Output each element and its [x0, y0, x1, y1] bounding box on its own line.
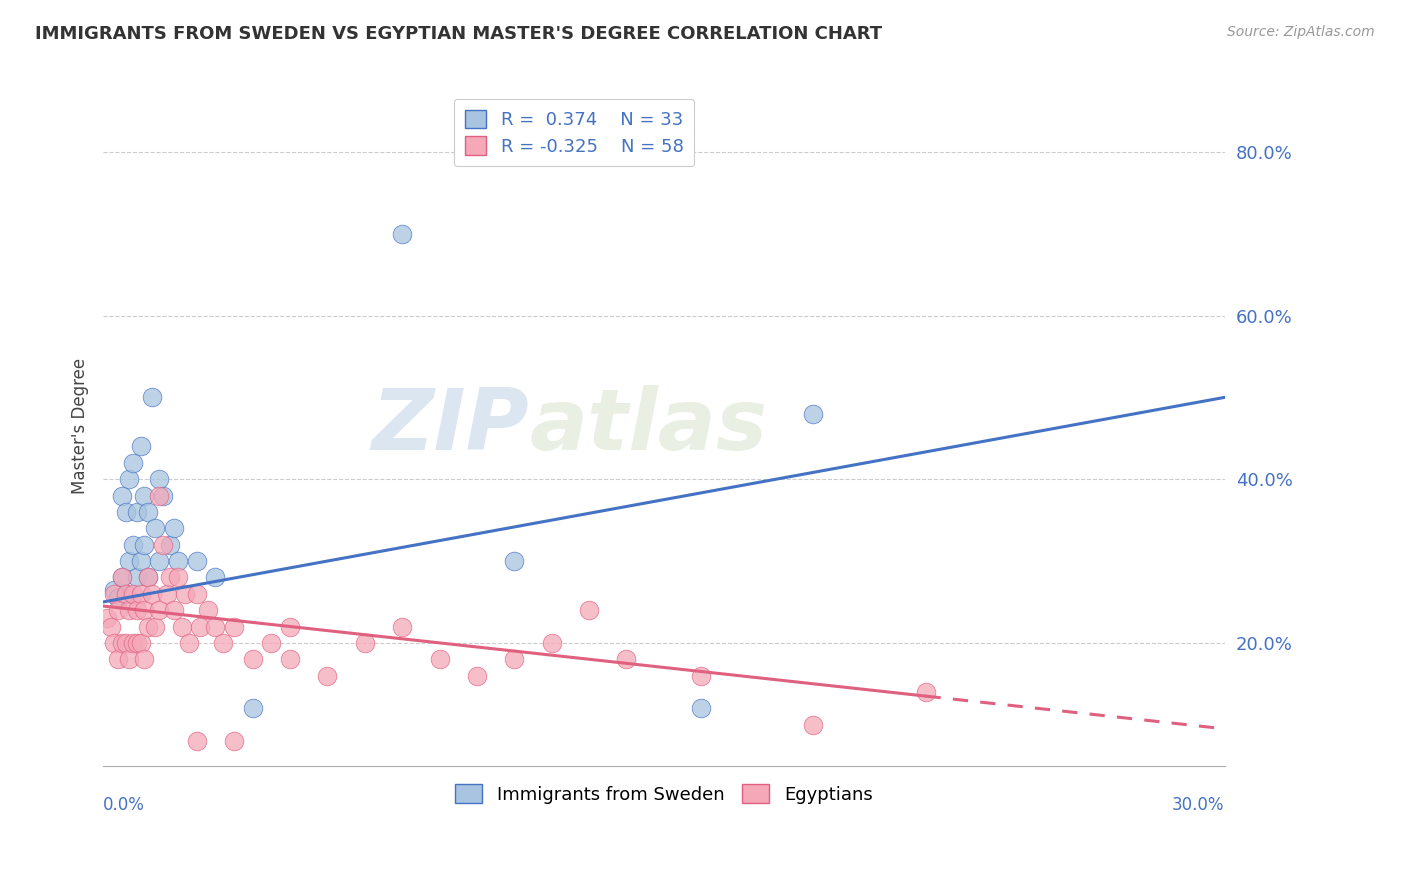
Point [914, 685, 936, 699]
Point [186, 734, 208, 748]
Point [222, 734, 245, 748]
Point [141, 390, 163, 404]
Point [391, 227, 413, 241]
Point [122, 587, 145, 601]
Point [163, 603, 186, 617]
Point [391, 619, 413, 633]
Point [465, 668, 488, 682]
Y-axis label: Master's Degree: Master's Degree [72, 358, 89, 494]
Point [167, 554, 190, 568]
Point [111, 570, 134, 584]
Point [690, 668, 713, 682]
Point [107, 603, 129, 617]
Point [156, 587, 179, 601]
Point [260, 636, 283, 650]
Point [148, 489, 170, 503]
Point [136, 570, 159, 584]
Point [197, 603, 219, 617]
Point [136, 570, 159, 584]
Point [96, 611, 118, 625]
Point [616, 652, 638, 666]
Point [136, 505, 159, 519]
Point [134, 603, 156, 617]
Point [316, 668, 339, 682]
Point [125, 636, 148, 650]
Point [134, 489, 156, 503]
Point [145, 521, 167, 535]
Point [186, 554, 208, 568]
Text: 0.0%: 0.0% [103, 797, 145, 814]
Point [148, 554, 170, 568]
Point [148, 603, 170, 617]
Point [118, 652, 141, 666]
Point [242, 701, 264, 715]
Text: IMMIGRANTS FROM SWEDEN VS EGYPTIAN MASTER'S DEGREE CORRELATION CHART: IMMIGRANTS FROM SWEDEN VS EGYPTIAN MASTE… [35, 25, 883, 43]
Point [690, 701, 713, 715]
Point [111, 570, 134, 584]
Point [125, 603, 148, 617]
Point [803, 717, 825, 731]
Point [167, 570, 190, 584]
Point [163, 521, 186, 535]
Point [159, 570, 181, 584]
Point [122, 636, 145, 650]
Point [122, 538, 145, 552]
Point [278, 619, 301, 633]
Point [103, 636, 125, 650]
Point [578, 603, 600, 617]
Point [222, 619, 245, 633]
Legend: Immigrants from Sweden, Egyptians: Immigrants from Sweden, Egyptians [449, 777, 880, 811]
Point [129, 554, 152, 568]
Point [111, 489, 134, 503]
Point [179, 636, 201, 650]
Point [114, 505, 136, 519]
Point [145, 619, 167, 633]
Point [114, 587, 136, 601]
Point [152, 538, 174, 552]
Point [118, 472, 141, 486]
Point [100, 619, 122, 633]
Point [204, 619, 226, 633]
Point [141, 587, 163, 601]
Point [103, 587, 125, 601]
Point [186, 587, 208, 601]
Point [159, 538, 181, 552]
Point [211, 636, 233, 650]
Point [148, 472, 170, 486]
Text: Source: ZipAtlas.com: Source: ZipAtlas.com [1227, 25, 1375, 39]
Point [118, 603, 141, 617]
Point [129, 636, 152, 650]
Point [103, 582, 125, 597]
Text: 30.0%: 30.0% [1173, 797, 1225, 814]
Point [204, 570, 226, 584]
Point [111, 636, 134, 650]
Point [152, 489, 174, 503]
Point [114, 587, 136, 601]
Point [122, 456, 145, 470]
Point [278, 652, 301, 666]
Point [540, 636, 562, 650]
Point [136, 619, 159, 633]
Point [129, 587, 152, 601]
Point [118, 554, 141, 568]
Text: atlas: atlas [529, 384, 768, 467]
Text: ZIP: ZIP [371, 384, 529, 467]
Point [114, 636, 136, 650]
Point [129, 440, 152, 454]
Point [134, 652, 156, 666]
Point [170, 619, 193, 633]
Point [125, 505, 148, 519]
Point [242, 652, 264, 666]
Point [174, 587, 197, 601]
Point [188, 619, 211, 633]
Point [429, 652, 451, 666]
Point [107, 652, 129, 666]
Point [503, 554, 526, 568]
Point [503, 652, 526, 666]
Point [353, 636, 375, 650]
Point [125, 570, 148, 584]
Point [803, 407, 825, 421]
Point [134, 538, 156, 552]
Point [107, 591, 129, 605]
